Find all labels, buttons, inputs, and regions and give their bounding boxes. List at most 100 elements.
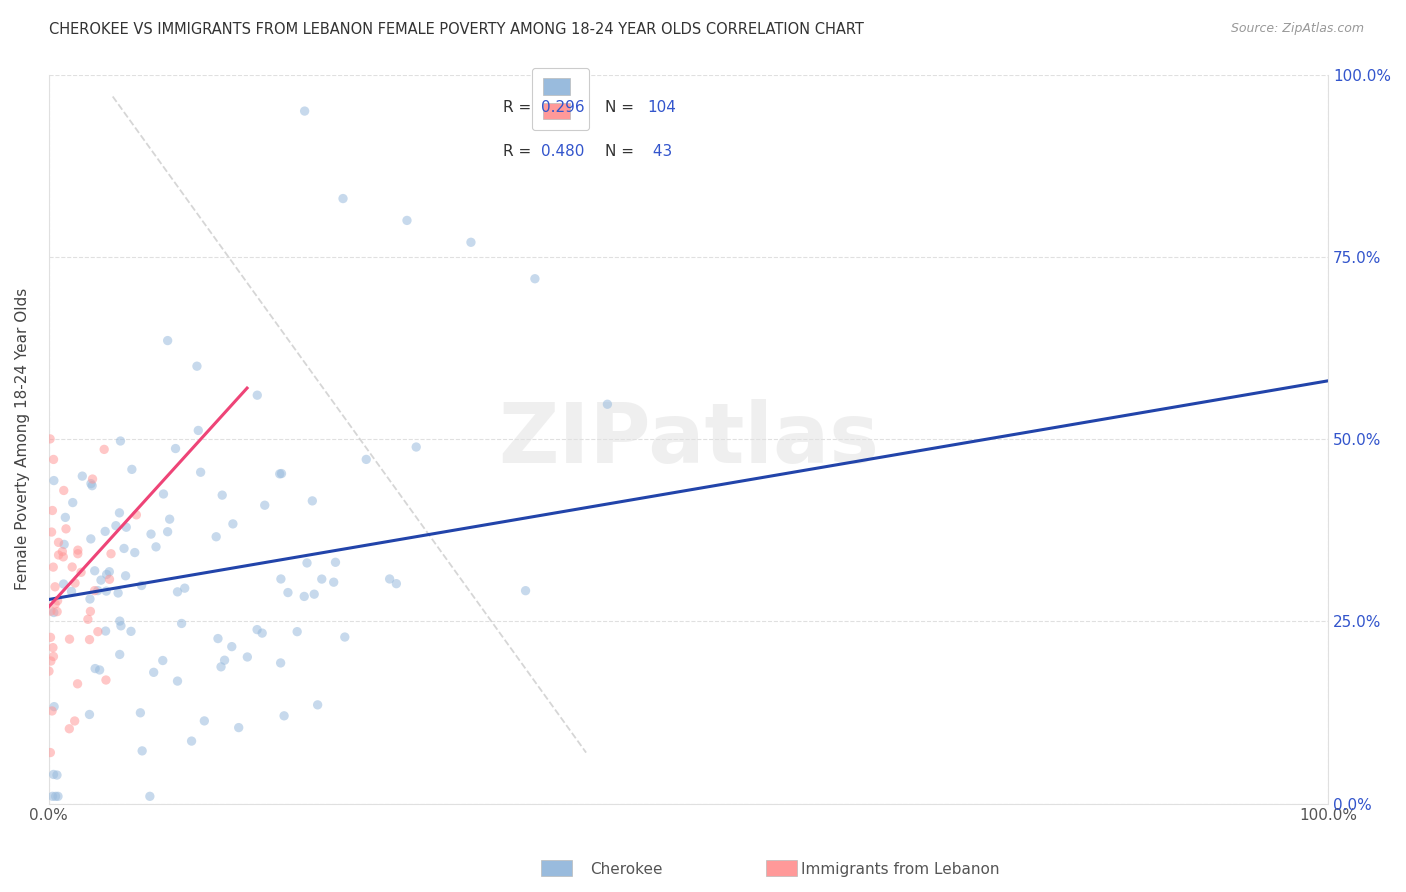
- Point: [41, 704, 63, 718]
- Point: [39, 604, 62, 618]
- Point: [187, 424, 209, 438]
- Point: [41, 503, 63, 517]
- Point: [66, 547, 89, 561]
- Point: [333, 630, 356, 644]
- Text: CHEROKEE VS IMMIGRANTS FROM LEBANON FEMALE POVERTY AMONG 18-24 YEAR OLDS CORRELA: CHEROKEE VS IMMIGRANTS FROM LEBANON FEMA…: [49, 22, 865, 37]
- Point: [193, 714, 215, 728]
- Point: [87, 624, 110, 639]
- Point: [405, 440, 427, 454]
- Point: [460, 235, 482, 250]
- Point: [156, 524, 179, 539]
- Bar: [541, 860, 572, 876]
- Point: [60, 584, 83, 599]
- Point: [110, 619, 132, 633]
- Point: [270, 467, 292, 481]
- Point: [107, 586, 129, 600]
- Point: [246, 388, 269, 402]
- Point: [83, 583, 105, 598]
- Point: [104, 518, 127, 533]
- Point: [115, 520, 138, 534]
- Point: [108, 614, 131, 628]
- Point: [156, 334, 179, 348]
- Point: [52, 549, 75, 564]
- Point: [131, 744, 153, 758]
- Bar: [766, 860, 797, 876]
- Point: [302, 587, 325, 601]
- Point: [42, 649, 65, 664]
- Point: [301, 494, 323, 508]
- Point: [100, 547, 122, 561]
- Point: [114, 569, 136, 583]
- Point: [152, 487, 174, 501]
- Text: 43: 43: [648, 144, 672, 159]
- Point: [395, 213, 418, 227]
- Point: [108, 648, 131, 662]
- Point: [236, 650, 259, 665]
- Point: [523, 271, 546, 285]
- Point: [596, 397, 619, 411]
- Point: [66, 543, 89, 558]
- Point: [294, 104, 316, 119]
- Point: [307, 698, 329, 712]
- Point: [139, 789, 162, 804]
- Point: [159, 512, 181, 526]
- Point: [42, 606, 65, 620]
- Point: [385, 576, 408, 591]
- Text: Source: ZipAtlas.com: Source: ZipAtlas.com: [1230, 22, 1364, 36]
- Point: [378, 572, 401, 586]
- Point: [121, 462, 143, 476]
- Point: [125, 508, 148, 522]
- Point: [38, 664, 60, 678]
- Point: [58, 632, 80, 647]
- Text: Immigrants from Lebanon: Immigrants from Lebanon: [801, 863, 1000, 877]
- Point: [55, 522, 77, 536]
- Legend: , : ,: [533, 68, 589, 130]
- Point: [295, 556, 318, 570]
- Point: [170, 616, 193, 631]
- Point: [228, 721, 250, 735]
- Point: [63, 714, 86, 728]
- Point: [62, 495, 84, 509]
- Point: [129, 706, 152, 720]
- Point: [269, 467, 291, 481]
- Point: [39, 631, 62, 645]
- Point: [96, 567, 118, 582]
- Point: [77, 612, 100, 626]
- Point: [94, 673, 117, 687]
- Text: 0.296: 0.296: [541, 100, 585, 115]
- Point: [165, 442, 187, 456]
- Point: [39, 746, 62, 760]
- Point: [46, 789, 69, 804]
- Point: [253, 498, 276, 512]
- Point: [66, 677, 89, 691]
- Point: [98, 572, 121, 586]
- Point: [270, 572, 292, 586]
- Point: [98, 565, 121, 579]
- Point: [79, 604, 101, 618]
- Text: N =: N =: [606, 100, 640, 115]
- Point: [39, 432, 62, 446]
- Text: 0.480: 0.480: [541, 144, 585, 159]
- Point: [52, 577, 75, 591]
- Point: [87, 583, 110, 598]
- Point: [44, 580, 66, 594]
- Point: [48, 548, 70, 562]
- Point: [190, 465, 212, 479]
- Point: [354, 452, 377, 467]
- Point: [89, 663, 111, 677]
- Point: [44, 699, 66, 714]
- Point: [80, 476, 103, 491]
- Text: R =: R =: [503, 144, 536, 159]
- Point: [42, 560, 65, 574]
- Point: [221, 640, 243, 654]
- Point: [46, 593, 69, 607]
- Point: [94, 524, 117, 539]
- Point: [80, 532, 103, 546]
- Point: [166, 585, 188, 599]
- Point: [82, 472, 104, 486]
- Y-axis label: Female Poverty Among 18-24 Year Olds: Female Poverty Among 18-24 Year Olds: [15, 288, 30, 591]
- Point: [332, 192, 354, 206]
- Point: [145, 540, 167, 554]
- Point: [42, 474, 65, 488]
- Point: [222, 516, 245, 531]
